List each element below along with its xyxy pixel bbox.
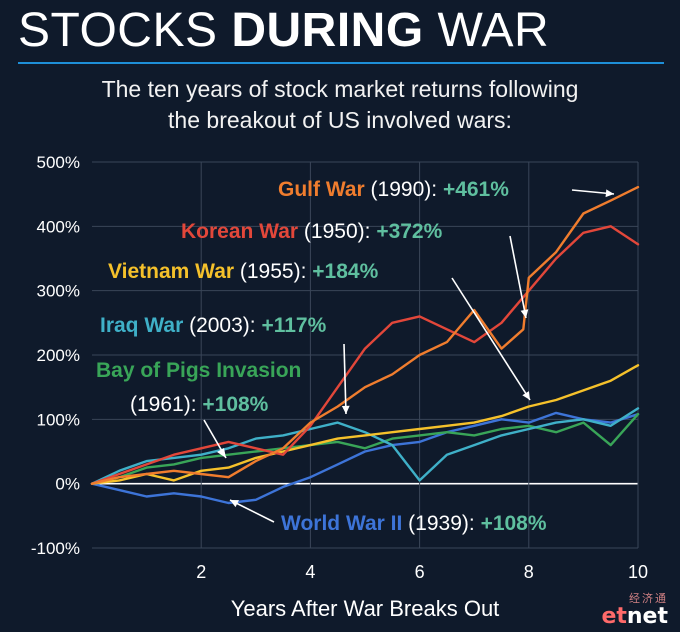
watermark-et: et — [601, 604, 627, 629]
watermark-net: net — [626, 604, 668, 629]
annotation-arrow — [509, 235, 527, 319]
series-line-bay-of-pigs-invasion — [90, 413, 640, 485]
chart-subtitle: The ten years of stock market returns fo… — [0, 74, 680, 136]
x-tick-label: 6 — [415, 562, 425, 582]
watermark-chinese: 经济通 — [629, 592, 668, 605]
series-label-value: +108% — [481, 512, 547, 535]
label-bay-of-pigs-name: Bay of Pigs Invasion — [96, 359, 301, 382]
series-label-name: Gulf War — [278, 178, 365, 201]
title-part-during: DURING — [231, 4, 424, 57]
arrowhead — [605, 189, 614, 198]
series-line-iraq-war — [90, 407, 640, 485]
title-underline — [18, 62, 664, 64]
series-label-year: (1950): — [298, 220, 376, 243]
watermark-logo: etnet — [601, 606, 668, 628]
label-korean-war: Korean War (1950): +372% — [181, 220, 443, 243]
label-world-war-ii: World War II (1939): +108% — [281, 512, 547, 535]
series-line-korean-war — [90, 225, 640, 485]
series-label-name: Vietnam War — [108, 260, 234, 283]
x-axis-title: Years After War Breaks Out — [231, 596, 500, 621]
series-label-year: (1955): — [234, 260, 312, 283]
series-label-name: Korean War — [181, 220, 298, 243]
x-tick-label: 2 — [196, 562, 206, 582]
y-tick-label: 400% — [37, 217, 80, 236]
arrowhead — [217, 448, 226, 458]
series-line-gulf-war — [90, 185, 640, 485]
title-part-stocks: STOCKS — [18, 4, 232, 57]
series-label-year: (2003): — [183, 314, 261, 337]
series-label-value: +108% — [202, 393, 268, 416]
label-gulf-war: Gulf War (1990): +461% — [278, 178, 509, 201]
arrowhead — [341, 405, 350, 414]
y-tick-label: 200% — [37, 346, 80, 365]
series-line-world-war-ii — [90, 411, 640, 505]
series-label-year: (1990): — [365, 178, 443, 201]
label-bay-of-pigs-value: (1961): +108% — [130, 393, 269, 416]
label-vietnam-war: Vietnam War (1955): +184% — [108, 260, 379, 283]
series-label-value: +117% — [261, 314, 326, 337]
series-label-year: (1939): — [402, 512, 480, 535]
series-label-year: (1961): — [130, 393, 202, 416]
y-tick-label: 0% — [55, 475, 80, 494]
x-tick-label: 10 — [628, 562, 648, 582]
series-label-name: World War II — [281, 512, 402, 535]
x-tick-label: 4 — [305, 562, 315, 582]
annotation-arrow — [343, 343, 347, 415]
annotation-arrow — [229, 499, 275, 523]
series-label-value: +184% — [312, 260, 378, 283]
etnet-watermark: 经济通 etnet — [601, 590, 668, 628]
y-tick-label: -100% — [31, 539, 80, 558]
arrowhead — [230, 500, 239, 508]
series-label-value: +372% — [376, 220, 442, 243]
y-tick-label: 100% — [37, 410, 80, 429]
y-tick-label: 300% — [37, 282, 80, 301]
x-tick-label: 8 — [524, 562, 534, 582]
series-line-vietnam-war — [90, 364, 640, 485]
arrowhead — [522, 391, 530, 400]
series-label-name: Iraq War — [100, 314, 183, 337]
annotation-arrow — [451, 277, 531, 401]
subtitle-line-1: The ten years of stock market returns fo… — [101, 76, 579, 102]
title-part-war: WAR — [423, 4, 550, 57]
chart-title: STOCKS DURING WAR — [18, 4, 668, 58]
label-iraq-war: Iraq War (2003): +117% — [100, 314, 327, 337]
y-tick-label: 500% — [37, 153, 80, 172]
series-label-value: +461% — [443, 178, 509, 201]
arrowhead — [520, 309, 529, 318]
subtitle-line-2: the breakout of US involved wars: — [168, 107, 512, 133]
